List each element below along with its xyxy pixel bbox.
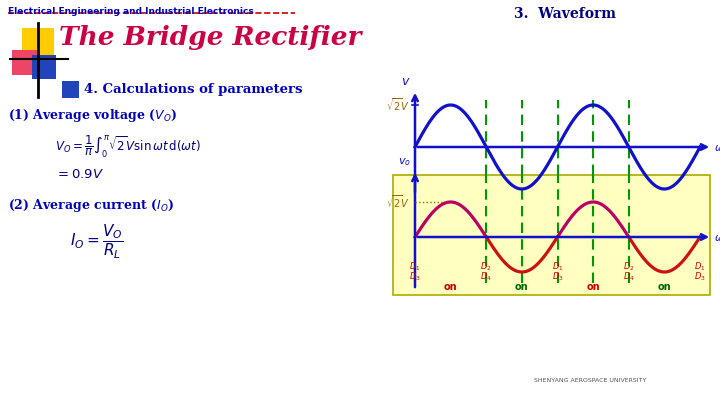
Text: $I_O = \dfrac{V_O}{R_L}$: $I_O = \dfrac{V_O}{R_L}$: [70, 223, 123, 261]
Text: 4. Calculations of parameters: 4. Calculations of parameters: [84, 83, 302, 96]
Text: 3.  Waveform: 3. Waveform: [514, 7, 616, 21]
Text: $D_1$: $D_1$: [694, 260, 706, 273]
Text: $D_4$: $D_4$: [623, 271, 635, 283]
Text: on: on: [444, 282, 457, 292]
Text: on: on: [586, 282, 600, 292]
Text: The Bridge Rectifier: The Bridge Rectifier: [59, 24, 361, 49]
Bar: [62, 81, 79, 98]
Text: $\sqrt{2}V$: $\sqrt{2}V$: [386, 97, 410, 113]
Text: SHENYANG AEROSPACE UNIVERSITY: SHENYANG AEROSPACE UNIVERSITY: [534, 377, 646, 382]
Text: $D_2$: $D_2$: [480, 260, 492, 273]
Text: $D_1$: $D_1$: [409, 260, 420, 273]
Text: $V_O = \dfrac{1}{\pi}\int_0^{\pi} \sqrt{2}V\sin\omega t\,\mathrm{d}(\omega t)$: $V_O = \dfrac{1}{\pi}\int_0^{\pi} \sqrt{…: [55, 134, 201, 160]
Text: $D_3$: $D_3$: [552, 271, 563, 283]
Bar: [22, 28, 54, 60]
Text: $= 0.9V$: $= 0.9V$: [55, 168, 104, 181]
Text: $D_1$: $D_1$: [552, 260, 563, 273]
Text: $\omega t$: $\omega t$: [714, 231, 720, 243]
Text: $D_4$: $D_4$: [480, 271, 492, 283]
Text: $D_2$: $D_2$: [623, 260, 634, 273]
Text: $D_3$: $D_3$: [409, 271, 421, 283]
Text: $D_3$: $D_3$: [694, 271, 706, 283]
Bar: [393, 175, 710, 295]
Text: $\sqrt{2}V$: $\sqrt{2}V$: [386, 194, 410, 210]
Text: (2) Average current ($I_O$): (2) Average current ($I_O$): [8, 196, 174, 213]
Text: on: on: [515, 282, 528, 292]
Text: Electrical Engineering and Industrial Electronics: Electrical Engineering and Industrial El…: [8, 7, 253, 16]
Bar: [12, 50, 37, 75]
Text: $v$: $v$: [402, 75, 411, 88]
Text: on: on: [657, 282, 671, 292]
Bar: [32, 55, 56, 79]
Text: (1) Average voltage ($V_O$): (1) Average voltage ($V_O$): [8, 107, 177, 124]
Text: $v_o$: $v_o$: [398, 156, 411, 168]
Text: $\omega t$: $\omega t$: [714, 141, 720, 153]
